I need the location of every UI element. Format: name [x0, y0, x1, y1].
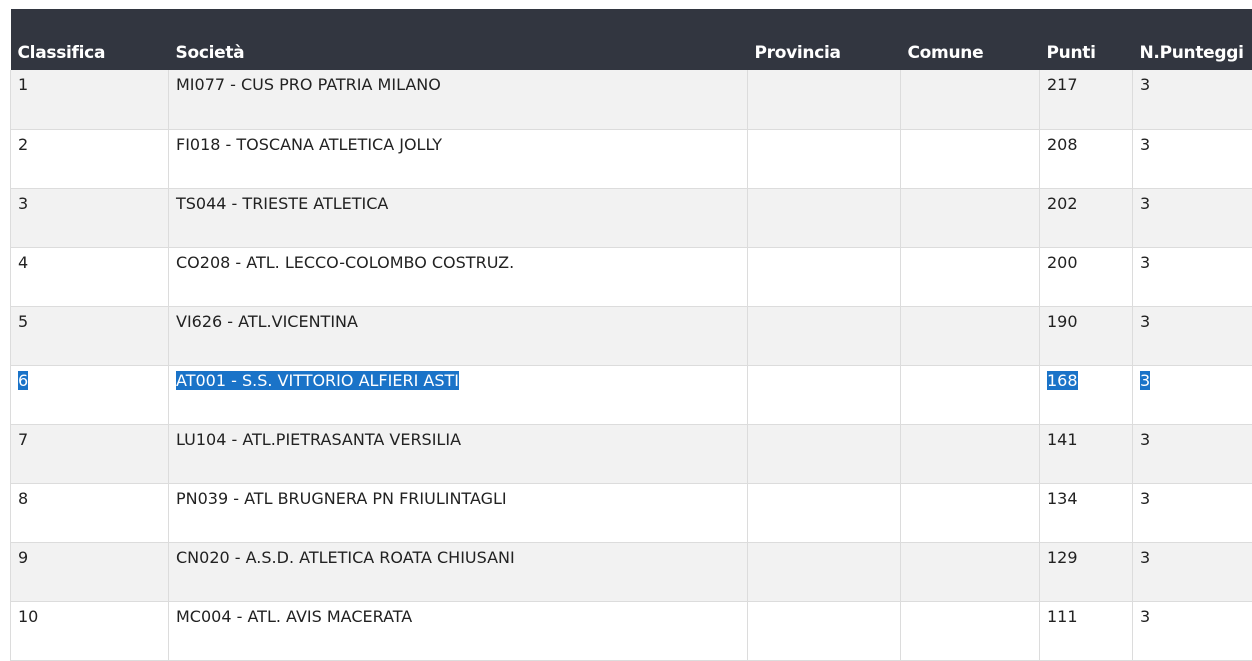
table-row: 5 VI626 - ATL.VICENTINA 190 3: [11, 306, 1252, 365]
cell-comune: [901, 542, 1040, 601]
selected-text: 3: [1140, 371, 1150, 390]
cell-npunteggi: 3: [1133, 601, 1252, 660]
column-header-provincia[interactable]: Provincia: [748, 9, 901, 70]
table-row: 4 CO208 - ATL. LECCO-COLOMBO COSTRUZ. 20…: [11, 247, 1252, 306]
cell-societa: MI077 - CUS PRO PATRIA MILANO: [169, 70, 748, 129]
cell-societa: TS044 - TRIESTE ATLETICA: [169, 188, 748, 247]
cell-classifica: 3: [11, 188, 169, 247]
cell-punti: 202: [1040, 188, 1133, 247]
cell-punti: 190: [1040, 306, 1133, 365]
cell-npunteggi: 3: [1133, 542, 1252, 601]
cell-societa: MC004 - ATL. AVIS MACERATA: [169, 601, 748, 660]
cell-provincia: [748, 129, 901, 188]
cell-npunteggi: 3: [1133, 483, 1252, 542]
cell-provincia: [748, 247, 901, 306]
cell-comune: [901, 365, 1040, 424]
cell-comune: [901, 306, 1040, 365]
cell-punti: 129: [1040, 542, 1133, 601]
cell-punti: 208: [1040, 129, 1133, 188]
cell-societa: FI018 - TOSCANA ATLETICA JOLLY: [169, 129, 748, 188]
cell-classifica: 1: [11, 70, 169, 129]
cell-provincia: [748, 306, 901, 365]
cell-punti: 141: [1040, 424, 1133, 483]
cell-classifica: 5: [11, 306, 169, 365]
cell-punti: 217: [1040, 70, 1133, 129]
cell-npunteggi: 3: [1133, 129, 1252, 188]
cell-comune: [901, 247, 1040, 306]
table-header-row: Classifica Società Provincia Comune Punt…: [11, 9, 1252, 70]
cell-comune: [901, 70, 1040, 129]
cell-comune: [901, 424, 1040, 483]
column-header-npunteggi[interactable]: N.Punteggi: [1133, 9, 1252, 70]
cell-comune: [901, 601, 1040, 660]
table-row: 2 FI018 - TOSCANA ATLETICA JOLLY 208 3: [11, 129, 1252, 188]
cell-societa: CO208 - ATL. LECCO-COLOMBO COSTRUZ.: [169, 247, 748, 306]
selected-text: 6: [18, 371, 28, 390]
cell-classifica: 7: [11, 424, 169, 483]
cell-societa: AT001 - S.S. VITTORIO ALFIERI ASTI: [169, 365, 748, 424]
cell-npunteggi: 3: [1133, 70, 1252, 129]
cell-npunteggi: 3: [1133, 188, 1252, 247]
ranking-table-container: Classifica Società Provincia Comune Punt…: [10, 9, 1252, 661]
cell-provincia: [748, 365, 901, 424]
cell-societa: LU104 - ATL.PIETRASANTA VERSILIA: [169, 424, 748, 483]
cell-provincia: [748, 188, 901, 247]
cell-classifica: 4: [11, 247, 169, 306]
ranking-table: Classifica Società Provincia Comune Punt…: [10, 9, 1252, 661]
table-row-selected: 6 AT001 - S.S. VITTORIO ALFIERI ASTI 168…: [11, 365, 1252, 424]
cell-classifica: 2: [11, 129, 169, 188]
column-header-comune[interactable]: Comune: [901, 9, 1040, 70]
table-row: 8 PN039 - ATL BRUGNERA PN FRIULINTAGLI 1…: [11, 483, 1252, 542]
cell-comune: [901, 483, 1040, 542]
cell-npunteggi: 3: [1133, 365, 1252, 424]
table-row: 1 MI077 - CUS PRO PATRIA MILANO 217 3: [11, 70, 1252, 129]
cell-societa: PN039 - ATL BRUGNERA PN FRIULINTAGLI: [169, 483, 748, 542]
cell-classifica: 8: [11, 483, 169, 542]
table-row: 7 LU104 - ATL.PIETRASANTA VERSILIA 141 3: [11, 424, 1252, 483]
cell-provincia: [748, 70, 901, 129]
cell-punti: 200: [1040, 247, 1133, 306]
cell-provincia: [748, 601, 901, 660]
selected-text: 168: [1047, 371, 1078, 390]
cell-npunteggi: 3: [1133, 247, 1252, 306]
cell-societa: CN020 - A.S.D. ATLETICA ROATA CHIUSANI: [169, 542, 748, 601]
table-row: 3 TS044 - TRIESTE ATLETICA 202 3: [11, 188, 1252, 247]
cell-provincia: [748, 542, 901, 601]
cell-provincia: [748, 483, 901, 542]
cell-provincia: [748, 424, 901, 483]
column-header-societa[interactable]: Società: [169, 9, 748, 70]
cell-classifica: 6: [11, 365, 169, 424]
cell-punti: 168: [1040, 365, 1133, 424]
table-row: 10 MC004 - ATL. AVIS MACERATA 111 3: [11, 601, 1252, 660]
cell-punti: 134: [1040, 483, 1133, 542]
column-header-classifica[interactable]: Classifica: [11, 9, 169, 70]
selected-text: AT001 - S.S. VITTORIO ALFIERI ASTI: [176, 371, 459, 390]
column-header-punti[interactable]: Punti: [1040, 9, 1133, 70]
cell-societa: VI626 - ATL.VICENTINA: [169, 306, 748, 365]
table-row: 9 CN020 - A.S.D. ATLETICA ROATA CHIUSANI…: [11, 542, 1252, 601]
cell-classifica: 10: [11, 601, 169, 660]
cell-comune: [901, 129, 1040, 188]
cell-punti: 111: [1040, 601, 1133, 660]
cell-comune: [901, 188, 1040, 247]
cell-npunteggi: 3: [1133, 424, 1252, 483]
cell-classifica: 9: [11, 542, 169, 601]
cell-npunteggi: 3: [1133, 306, 1252, 365]
